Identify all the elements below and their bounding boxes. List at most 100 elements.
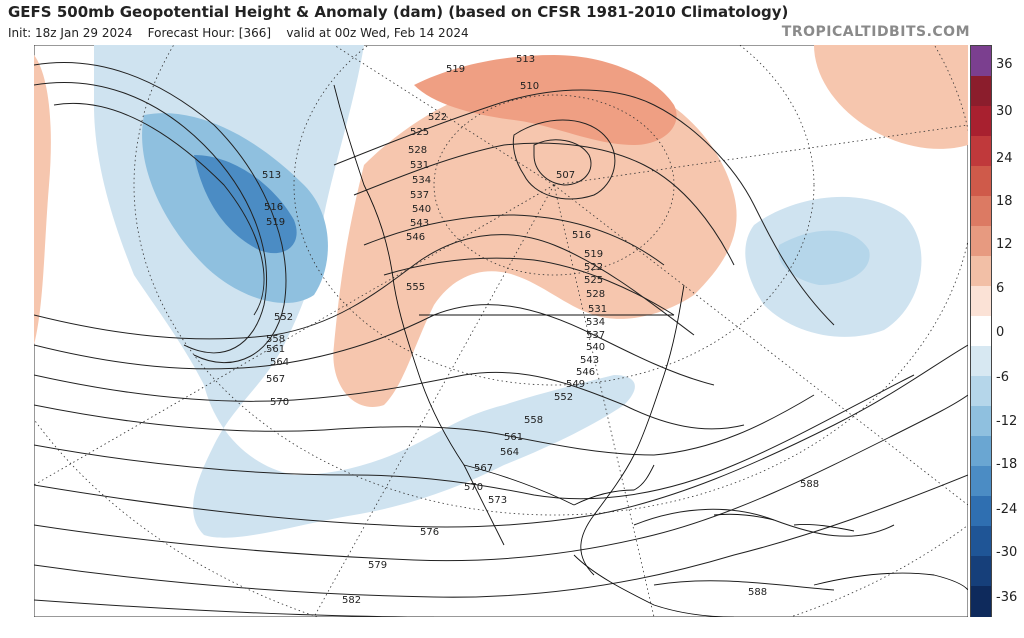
colorbar-step [971, 106, 991, 137]
colorbar-tick-label: 12 [996, 237, 1013, 252]
negative-anomaly-atlantic-core [778, 230, 870, 285]
colorbar-tick-label: -30 [996, 545, 1018, 560]
colorbar-tick-label: -12 [996, 414, 1018, 429]
contour-label-layer: 5135165195525585615645675705765795825195… [262, 54, 819, 606]
contour-label: 588 [748, 587, 767, 598]
contour-label: 510 [520, 81, 539, 92]
forecast-hour: Forecast Hour: [366] [147, 26, 272, 40]
contour-label: 555 [406, 282, 425, 293]
positive-anomaly-west-edge [34, 55, 51, 345]
figure-title: GEFS 500mb Geopotential Height & Anomaly… [8, 3, 789, 21]
colorbar-step [971, 466, 991, 497]
height-contours [34, 62, 968, 617]
colorbar-step [971, 556, 991, 587]
contour-label: 531 [588, 304, 607, 315]
figure-subtitle: Init: 18z Jan 29 2024 Forecast Hour: [36… [8, 26, 469, 40]
contour-label: 558 [266, 334, 285, 345]
contour-label: 525 [584, 275, 603, 286]
contour-label: 588 [800, 479, 819, 490]
colorbar-tick-label: -6 [996, 370, 1009, 385]
contour-label: 543 [580, 355, 599, 366]
anomaly-colorbar [970, 45, 992, 617]
contour-label: 564 [270, 357, 289, 368]
contour-label: 579 [368, 560, 387, 571]
colorbar-step [971, 46, 991, 77]
valid-time: valid at 00z Wed, Feb 14 2024 [286, 26, 469, 40]
north-america-west-coast [333, 84, 505, 546]
colorbar-step [971, 136, 991, 167]
colorbar-step [971, 406, 991, 437]
colorbar-step [971, 376, 991, 407]
contour-label: 570 [270, 397, 289, 408]
colorbar-tick-label: -18 [996, 457, 1018, 472]
colorbar-step [971, 256, 991, 287]
colorbar-step [971, 286, 991, 317]
gulf-coast [573, 464, 655, 506]
contour-label: 561 [504, 432, 523, 443]
colorbar-step [971, 226, 991, 257]
contour-label: 531 [410, 160, 429, 171]
anomaly-shading [34, 45, 968, 538]
contour-label: 534 [586, 317, 605, 328]
contour-label: 570 [464, 482, 483, 493]
colorbar-tick-label: -24 [996, 502, 1018, 517]
contour-label: 549 [566, 379, 585, 390]
contour-label: 558 [524, 415, 543, 426]
negative-anomaly-inner [194, 155, 297, 254]
contour-label: 513 [516, 54, 535, 65]
contour-label: 525 [410, 127, 429, 138]
contour-label: 582 [342, 595, 361, 606]
colorbar-tick-label: 0 [996, 325, 1005, 340]
contour-label: 576 [420, 527, 439, 538]
contour-label: 546 [576, 367, 595, 378]
contour-label: 561 [266, 344, 285, 355]
positive-anomaly-arctic [414, 55, 677, 145]
colorbar-step [971, 526, 991, 557]
colorbar-step [971, 196, 991, 227]
colorbar-tick-label: 18 [996, 194, 1013, 209]
colorbar-tick-label: 36 [996, 57, 1013, 72]
colorbar-step [971, 586, 991, 617]
colorbar-tick-label: 6 [996, 281, 1005, 296]
contour-label: 519 [266, 217, 285, 228]
colorbar-step [971, 346, 991, 377]
contour-label: 516 [264, 202, 283, 213]
colorbar-step [971, 436, 991, 467]
contour-label: 534 [412, 175, 431, 186]
coastlines [333, 84, 968, 617]
brand-watermark: TROPICALTIDBITS.COM [781, 24, 970, 40]
colorbar-step [971, 166, 991, 197]
contour-label: 564 [500, 447, 519, 458]
positive-anomaly-ne-corner [814, 45, 968, 149]
contour-label: 546 [406, 232, 425, 243]
central-america [573, 554, 735, 617]
contour-label: 537 [410, 190, 429, 201]
init-time: Init: 18z Jan 29 2024 [8, 26, 133, 40]
contour-label: 528 [586, 289, 605, 300]
contour-label: 537 [586, 330, 605, 341]
north-america-east-coast [580, 284, 685, 576]
contour-label: 519 [446, 64, 465, 75]
south-america-north [813, 572, 968, 591]
colorbar-step [971, 316, 991, 347]
us-mexico-border [463, 464, 575, 506]
contour-label: 552 [554, 392, 573, 403]
contour-label: 567 [266, 374, 285, 385]
contour-label: 540 [586, 342, 605, 353]
caribbean-islands [713, 513, 855, 532]
colorbar-tick-label: -36 [996, 590, 1018, 605]
contour-label: 528 [408, 145, 427, 156]
colorbar-step [971, 496, 991, 527]
contour-label: 540 [412, 204, 431, 215]
contour-label: 522 [584, 262, 603, 273]
colorbar-tick-label: 24 [996, 151, 1013, 166]
colorbar-tick-label: 30 [996, 104, 1013, 119]
map-panel: 5135165195525585615645675705765795825195… [34, 45, 968, 617]
contour-label: 543 [410, 218, 429, 229]
contour-label: 513 [262, 170, 281, 181]
contour-label: 567 [474, 463, 493, 474]
contour-label: 552 [274, 312, 293, 323]
contour-label: 573 [488, 495, 507, 506]
contour-label: 519 [584, 249, 603, 260]
